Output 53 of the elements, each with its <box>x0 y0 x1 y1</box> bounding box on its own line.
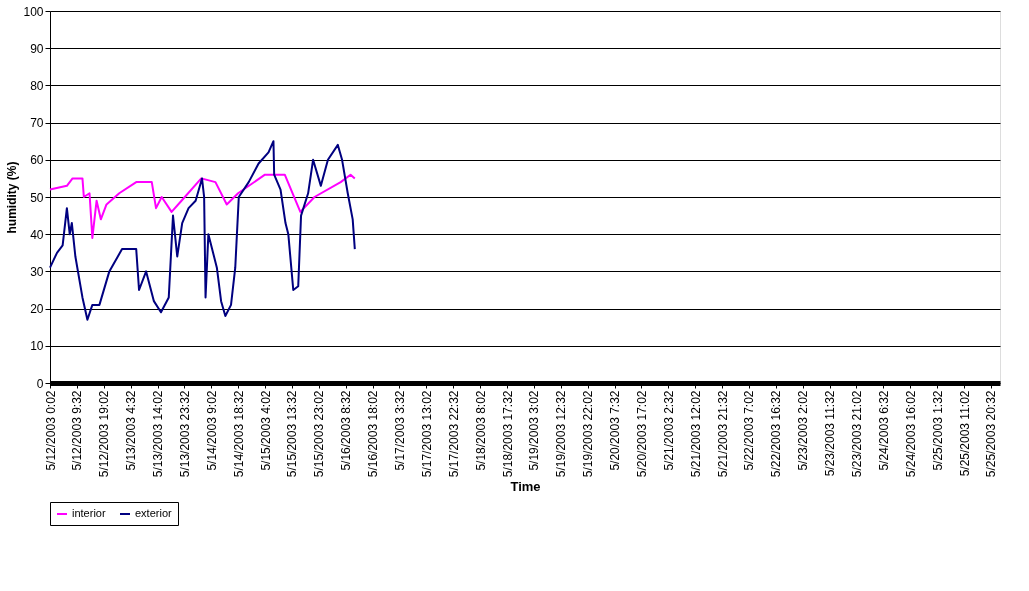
x-tick-label: 5/19/2003 12:32 <box>554 390 569 478</box>
x-tick-label: 5/12/2003 19:02 <box>97 390 112 478</box>
x-axis-title: Time <box>510 479 541 495</box>
x-tick-label: 5/25/2003 1:32 <box>930 390 945 471</box>
y-tick-label: 10 <box>30 339 44 354</box>
x-tick-label: 5/16/2003 18:02 <box>366 390 381 478</box>
x-tick-label: 5/19/2003 22:02 <box>581 390 596 478</box>
x-tick-label: 5/15/2003 13:32 <box>285 390 300 478</box>
x-tick-label: 5/18/2003 8:02 <box>473 390 488 471</box>
y-tick-label: 90 <box>30 41 44 56</box>
line-series <box>49 173 356 239</box>
x-tick-label: 5/20/2003 17:02 <box>634 390 649 478</box>
x-tick-label: 5/25/2003 11:02 <box>957 390 972 477</box>
x-tick-label: 5/21/2003 21:32 <box>715 390 730 478</box>
x-tick-label: 5/24/2003 6:32 <box>876 390 891 471</box>
x-tick-label: 5/14/2003 18:32 <box>231 390 246 478</box>
x-tick-label: 5/23/2003 11:32 <box>823 390 838 477</box>
y-tick-label: 40 <box>30 227 44 242</box>
x-tick-label: 5/13/2003 23:32 <box>177 390 192 478</box>
x-tick-label: 5/12/2003 0:02 <box>43 390 58 471</box>
y-tick-label: 30 <box>30 264 44 279</box>
x-tick-label: 5/25/2003 20:32 <box>984 390 999 478</box>
y-tick-label: 0 <box>36 376 44 391</box>
line-series <box>49 140 356 321</box>
y-tick-label: 70 <box>30 116 44 131</box>
y-tick-label: 20 <box>30 302 44 317</box>
x-tick-label: 5/19/2003 3:02 <box>527 390 542 471</box>
legend-label: exterior <box>135 507 173 519</box>
x-tick-label: 5/17/2003 22:32 <box>446 390 461 478</box>
y-tick-label: 100 <box>23 4 44 19</box>
x-tick-label: 5/20/2003 7:32 <box>608 390 623 471</box>
x-tick-label: 5/13/2003 4:32 <box>124 390 139 471</box>
y-axis-title: humidity (%) <box>5 161 20 234</box>
x-tick-label: 5/22/2003 16:32 <box>769 390 784 478</box>
x-tick-label: 5/15/2003 4:02 <box>258 390 273 471</box>
x-tick-label: 5/24/2003 16:02 <box>903 390 918 478</box>
x-tick-label: 5/13/2003 14:02 <box>151 390 166 478</box>
x-tick-label: 5/22/2003 7:02 <box>742 390 757 471</box>
x-tick-label: 5/16/2003 8:32 <box>339 390 354 471</box>
legend-label: interior <box>72 507 106 519</box>
y-tick-label: 80 <box>30 78 44 93</box>
x-tick-label: 5/17/2003 13:02 <box>419 390 434 478</box>
y-tick-label: 60 <box>30 153 44 168</box>
x-tick-label: 5/18/2003 17:32 <box>500 390 515 478</box>
x-tick-label: 5/14/2003 9:02 <box>204 390 219 471</box>
x-tick-label: 5/12/2003 9:32 <box>70 390 85 471</box>
x-tick-label: 5/23/2003 21:02 <box>849 390 864 478</box>
x-tick-label: 5/21/2003 12:02 <box>688 390 703 478</box>
x-tick-label: 5/15/2003 23:02 <box>312 390 327 478</box>
x-tick-label: 5/17/2003 3:32 <box>392 390 407 471</box>
x-tick-label: 5/21/2003 2:32 <box>661 390 676 471</box>
x-tick-label: 5/23/2003 2:02 <box>796 390 811 471</box>
y-tick-label: 50 <box>30 190 44 205</box>
